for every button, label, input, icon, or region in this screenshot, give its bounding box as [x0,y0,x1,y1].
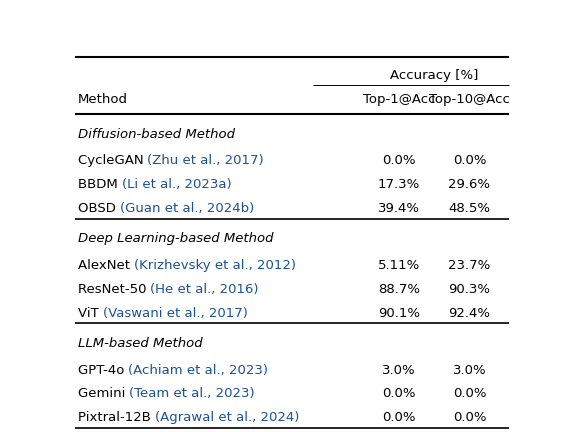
Text: Gemini: Gemini [78,388,130,400]
Text: (Krizhevsky et al., 2012): (Krizhevsky et al., 2012) [134,259,296,272]
Text: (Agrawal et al., 2024): (Agrawal et al., 2024) [154,411,299,424]
Text: AlexNet: AlexNet [78,259,134,272]
Text: (Team et al., 2023): (Team et al., 2023) [130,388,255,400]
Text: 90.1%: 90.1% [378,307,420,320]
Text: 88.7%: 88.7% [378,283,420,296]
Text: Method: Method [78,93,128,106]
Text: OBSD: OBSD [78,202,120,215]
Text: 17.3%: 17.3% [378,178,420,191]
Text: (Li et al., 2023a): (Li et al., 2023a) [122,178,231,191]
Text: Accuracy [%]: Accuracy [%] [390,69,478,82]
Text: 0.0%: 0.0% [382,411,416,424]
Text: 29.6%: 29.6% [448,178,490,191]
Text: ResNet-50: ResNet-50 [78,283,151,296]
Text: 3.0%: 3.0% [382,363,416,377]
Text: (Vaswani et al., 2017): (Vaswani et al., 2017) [103,307,248,320]
Text: GPT-4o: GPT-4o [78,363,128,377]
Text: 23.7%: 23.7% [448,259,491,272]
Text: (Guan et al., 2024b): (Guan et al., 2024b) [120,202,254,215]
Text: 92.4%: 92.4% [448,307,490,320]
Text: BBDM: BBDM [78,178,122,191]
Text: Top-10@Acc: Top-10@Acc [429,93,510,106]
Text: 3.0%: 3.0% [453,363,486,377]
Text: ViT: ViT [78,307,103,320]
Text: 0.0%: 0.0% [382,155,416,168]
Text: 39.4%: 39.4% [378,202,420,215]
Text: CycleGAN: CycleGAN [78,155,148,168]
Text: (Zhu et al., 2017): (Zhu et al., 2017) [148,155,264,168]
Text: 90.3%: 90.3% [448,283,490,296]
Text: (Achiam et al., 2023): (Achiam et al., 2023) [128,363,268,377]
Text: Deep Learning-based Method: Deep Learning-based Method [78,232,273,245]
Text: 5.11%: 5.11% [378,259,420,272]
Text: 0.0%: 0.0% [382,388,416,400]
Text: Pixtral-12B: Pixtral-12B [78,411,154,424]
Text: Diffusion-based Method: Diffusion-based Method [78,128,235,141]
Text: 0.0%: 0.0% [453,411,486,424]
Text: (He et al., 2016): (He et al., 2016) [151,283,259,296]
Text: LLM-based Method: LLM-based Method [78,337,202,350]
Text: 0.0%: 0.0% [453,388,486,400]
Text: 0.0%: 0.0% [453,155,486,168]
Text: 48.5%: 48.5% [448,202,490,215]
Text: Top-1@Acc: Top-1@Acc [363,93,435,106]
